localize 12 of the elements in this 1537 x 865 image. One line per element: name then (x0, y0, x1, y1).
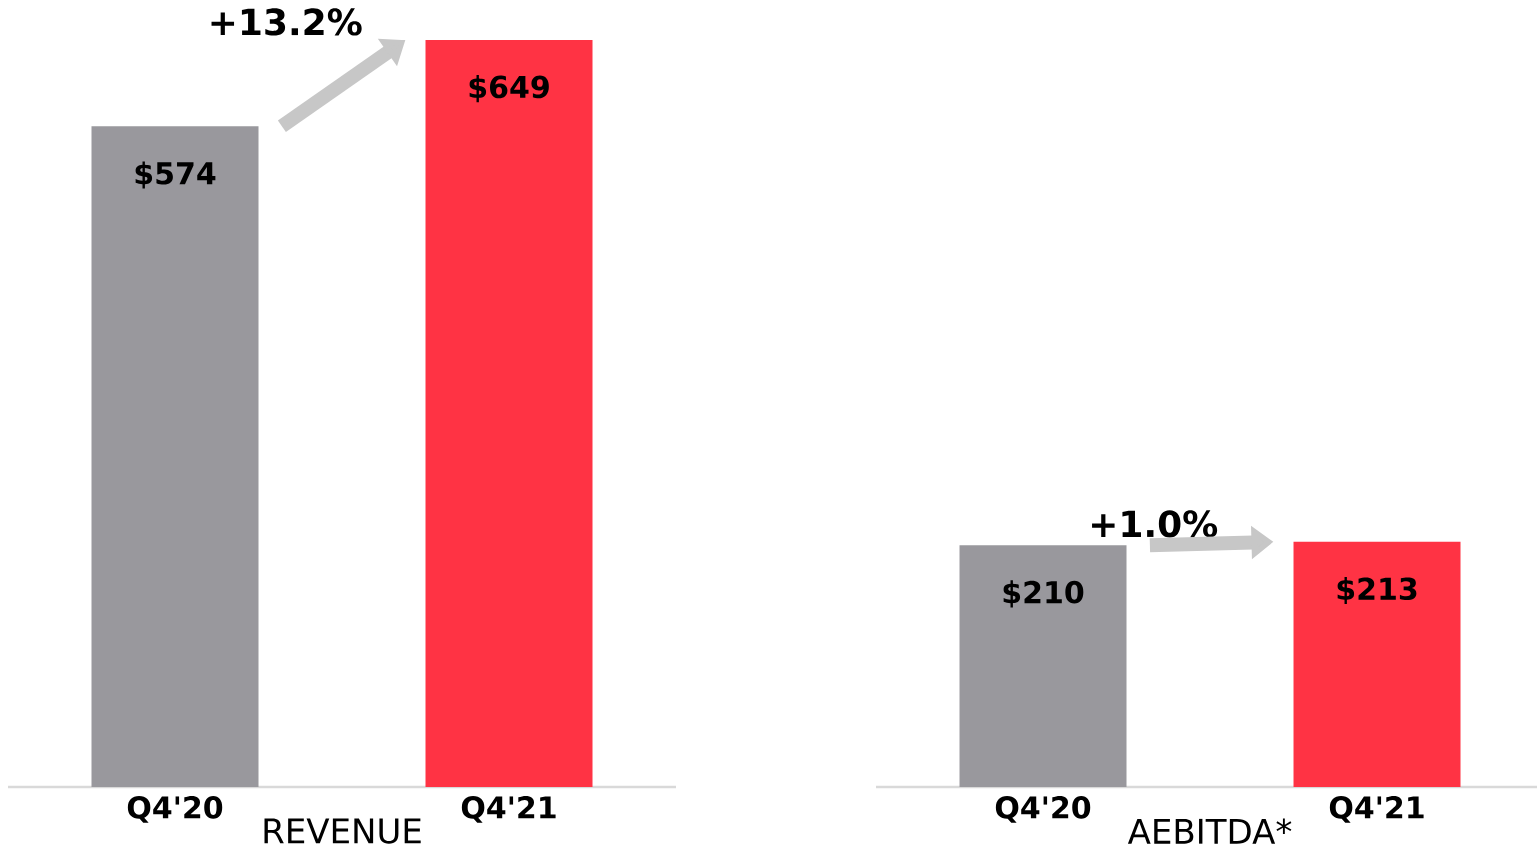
x-tick-label: Q4'21 (1329, 796, 1424, 823)
data-label: $213 (1337, 576, 1417, 605)
text: +13.2% (211, 8, 362, 36)
x-axis-title: REVENUE (264, 818, 421, 844)
data-label: $574 (135, 161, 216, 189)
x-tick-label: Q4'20 (127, 796, 223, 823)
text: +1.0% (1092, 510, 1218, 538)
data-label: $210 (1003, 580, 1084, 608)
x-axis-title: AEBITDA* (1127, 818, 1292, 844)
x-tick-label: Q4'21 (461, 796, 556, 823)
x-tick-label: Q4'20 (995, 796, 1091, 823)
data-label: $649 (469, 75, 549, 103)
